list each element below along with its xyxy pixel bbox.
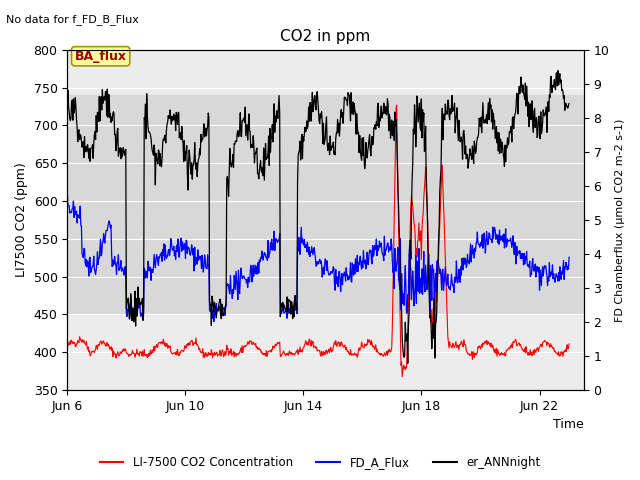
Bar xyxy=(67,95,584,314)
Text: BA_flux: BA_flux xyxy=(75,50,127,63)
X-axis label: Time: Time xyxy=(553,419,584,432)
Y-axis label: LI7500 CO2 (ppm): LI7500 CO2 (ppm) xyxy=(15,163,28,277)
Y-axis label: FD Chamberflux (μmol CO2 m-2 s-1): FD Chamberflux (μmol CO2 m-2 s-1) xyxy=(615,118,625,322)
Text: No data for f_FD_B_Flux: No data for f_FD_B_Flux xyxy=(6,14,140,25)
Legend: LI-7500 CO2 Concentration, FD_A_Flux, er_ANNnight: LI-7500 CO2 Concentration, FD_A_Flux, er… xyxy=(95,452,545,474)
Title: CO2 in ppm: CO2 in ppm xyxy=(280,29,371,44)
